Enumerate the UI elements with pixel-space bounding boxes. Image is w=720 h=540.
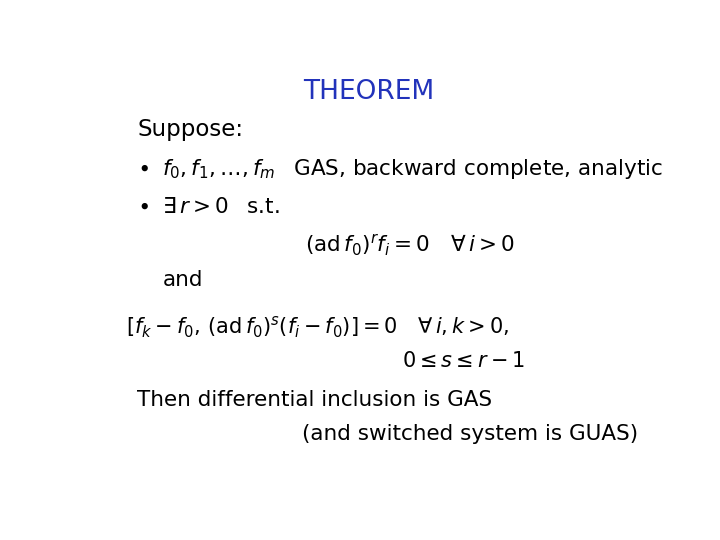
Text: and: and [163, 270, 203, 290]
Text: $(\mathrm{ad}\,f_0)^r f_i = 0 \quad \forall\, i > 0$: $(\mathrm{ad}\,f_0)^r f_i = 0 \quad \for… [305, 233, 515, 259]
Text: $0 \leq s \leq r - 1$: $0 \leq s \leq r - 1$ [402, 351, 526, 371]
Text: (and switched system is GUAS): (and switched system is GUAS) [302, 424, 638, 444]
Text: Then differential inclusion is GAS: Then differential inclusion is GAS [138, 389, 492, 409]
Text: $\bullet\;\; \exists\, r > 0\;\;$ s.t.: $\bullet\;\; \exists\, r > 0\;\;$ s.t. [138, 197, 280, 217]
Text: Suppose:: Suppose: [138, 118, 243, 141]
Text: $[f_k - f_{0},\,(\mathrm{ad}\,f_0)^s(f_i - f_0)] = 0 \quad \forall\, i, k > 0,$: $[f_k - f_{0},\,(\mathrm{ad}\,f_0)^s(f_i… [126, 314, 510, 340]
Text: $\bullet\;\; f_0, f_1, \ldots, f_m\;\;$ GAS, backward complete, analytic: $\bullet\;\; f_0, f_1, \ldots, f_m\;\;$ … [138, 157, 663, 181]
Text: THEOREM: THEOREM [303, 79, 435, 105]
